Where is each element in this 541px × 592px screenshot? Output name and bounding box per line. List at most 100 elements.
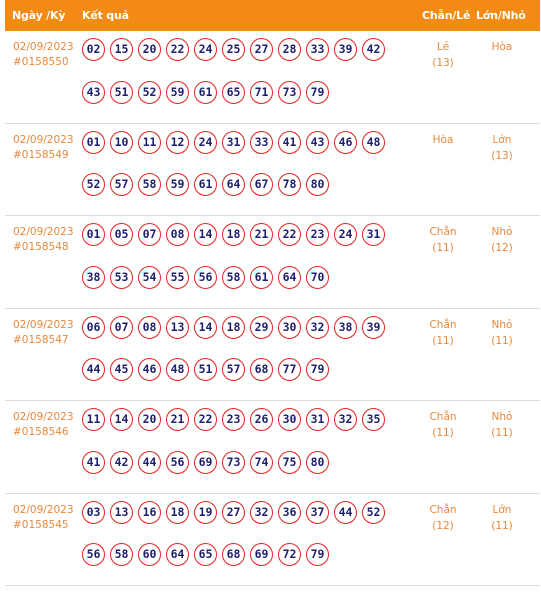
number-ball: 43 — [82, 80, 105, 104]
draw-date-period[interactable]: 02/09/2023 #0158550 — [13, 40, 74, 70]
number-ball: 72 — [278, 543, 301, 566]
number-ball: 64 — [278, 265, 301, 289]
number-ball: 02 — [82, 38, 105, 61]
number-ball: 18 — [166, 500, 189, 524]
draw-date: 02/09/2023 — [13, 318, 74, 331]
number-ball: 39 — [334, 38, 357, 61]
draw-row: 02/09/2023 #0158549 01 10 11 12 24 31 33 41 43 46 48… — [5, 124, 540, 216]
number-ball: 38 — [334, 315, 357, 339]
number-ball: 69 — [250, 543, 273, 566]
number-ball: 32 — [250, 500, 273, 524]
draw-period: #0158548 — [13, 241, 69, 253]
number-ball: 31 — [362, 223, 385, 246]
number-ball: 23 — [222, 408, 245, 431]
number-ball: 71 — [250, 80, 273, 104]
draw-row: 02/09/2023 #0158550 02 15 20 22 24 25 27 28 33 39 42… — [5, 31, 540, 124]
number-ball: 79 — [306, 358, 329, 381]
even-odd-label: Chẵn — [429, 411, 457, 423]
number-ball: 01 — [82, 130, 105, 154]
result-numbers: 11 14 20 21 22 23 26 30 31 32 35 41 42 44 56 69 73 74 75 80 — [82, 408, 392, 493]
number-ball: 38 — [82, 265, 105, 289]
number-ball: 22 — [278, 223, 301, 246]
number-ball: 07 — [138, 223, 161, 246]
header-big-small: Lớn/Nhỏ — [476, 9, 526, 22]
draw-date-period[interactable]: 02/09/2023 #0158549 — [13, 133, 74, 163]
even-odd-label: Chẵn — [429, 226, 457, 238]
big-small-count: (11) — [491, 519, 513, 532]
number-ball: 39 — [362, 315, 385, 339]
big-small-label: Nhỏ — [491, 411, 513, 423]
big-small-label: Lớn — [492, 503, 512, 516]
even-odd-result: Chẵn (11) — [415, 317, 471, 349]
draw-date-period[interactable]: 02/09/2023 #0158547 — [13, 318, 74, 348]
number-ball: 33 — [306, 38, 329, 61]
big-small-result: Nhỏ (11) — [474, 409, 530, 441]
number-ball: 61 — [194, 173, 217, 196]
number-ball: 33 — [250, 130, 273, 154]
even-odd-label: Lẻ — [436, 41, 450, 53]
number-ball: 06 — [82, 315, 105, 339]
draw-row: 02/09/2023 #0158547 06 07 08 13 14 18 29 30 32 38 39… — [5, 309, 540, 401]
number-ball: 51 — [110, 80, 133, 104]
number-ball: 58 — [222, 265, 245, 289]
number-ball: 26 — [250, 408, 273, 431]
draw-row: 02/09/2023 #0158546 11 14 20 21 22 23 26 30 31 32 35… — [5, 401, 540, 494]
number-ball: 19 — [194, 500, 217, 524]
number-ball: 56 — [82, 543, 105, 566]
number-ball: 46 — [138, 358, 161, 381]
number-ball: 08 — [166, 223, 189, 246]
number-ball: 52 — [138, 80, 161, 104]
number-ball: 21 — [250, 223, 273, 246]
number-ball: 21 — [166, 408, 189, 431]
number-ball: 42 — [362, 38, 385, 61]
number-ball: 61 — [250, 265, 273, 289]
even-odd-result: Chẵn (11) — [415, 224, 471, 256]
number-ball: 65 — [222, 80, 245, 104]
number-ball: 59 — [166, 173, 189, 196]
number-ball: 20 — [138, 38, 161, 61]
number-ball: 55 — [166, 265, 189, 289]
draw-date-period[interactable]: 02/09/2023 #0158546 — [13, 410, 74, 440]
number-ball: 24 — [194, 130, 217, 154]
number-ball: 44 — [334, 500, 357, 524]
number-ball: 56 — [166, 450, 189, 474]
number-ball: 64 — [166, 543, 189, 566]
draw-date: 02/09/2023 — [13, 41, 74, 53]
draw-date: 02/09/2023 — [13, 503, 74, 516]
number-ball: 58 — [138, 173, 161, 196]
number-ball: 44 — [138, 450, 161, 474]
number-ball: 11 — [82, 408, 105, 431]
draw-date-period[interactable]: 02/09/2023 #0158545 — [13, 503, 74, 533]
draw-period: #0158547 — [13, 333, 69, 346]
big-small-label: Nhỏ — [491, 318, 513, 331]
number-ball: 14 — [194, 315, 217, 339]
draw-date: 02/09/2023 — [13, 133, 74, 146]
number-ball: 51 — [194, 358, 217, 381]
header-date-period: Ngày /Kỳ — [12, 9, 66, 22]
big-small-count: (11) — [491, 427, 513, 439]
number-ball: 53 — [110, 265, 133, 289]
number-ball: 74 — [250, 450, 273, 474]
number-ball: 61 — [194, 80, 217, 104]
result-numbers: 06 07 08 13 14 18 29 30 32 38 39 44 45 46 48 51 57 68 77 79 — [82, 315, 392, 401]
number-ball: 79 — [306, 80, 329, 104]
number-ball: 52 — [82, 173, 105, 196]
big-small-result: Lớn (11) — [474, 502, 530, 534]
big-small-result: Lớn (13) — [474, 132, 530, 164]
number-ball: 70 — [306, 265, 329, 289]
even-odd-result: Lẻ (13) — [415, 39, 471, 71]
number-ball: 68 — [222, 543, 245, 566]
number-ball: 52 — [362, 500, 385, 524]
number-ball: 43 — [306, 130, 329, 154]
big-small-label: Lớn — [492, 133, 512, 146]
number-ball: 13 — [166, 315, 189, 339]
draw-date-period[interactable]: 02/09/2023 #0158548 — [13, 225, 74, 255]
number-ball: 14 — [194, 223, 217, 246]
number-ball: 73 — [278, 80, 301, 104]
number-ball: 57 — [222, 358, 245, 381]
number-ball: 77 — [278, 358, 301, 381]
number-ball: 65 — [194, 543, 217, 566]
number-ball: 75 — [278, 450, 301, 474]
draw-row: 02/09/2023 #0158545 03 13 16 18 19 27 32 36 37 44 52… — [5, 494, 540, 586]
number-ball: 10 — [110, 130, 133, 154]
